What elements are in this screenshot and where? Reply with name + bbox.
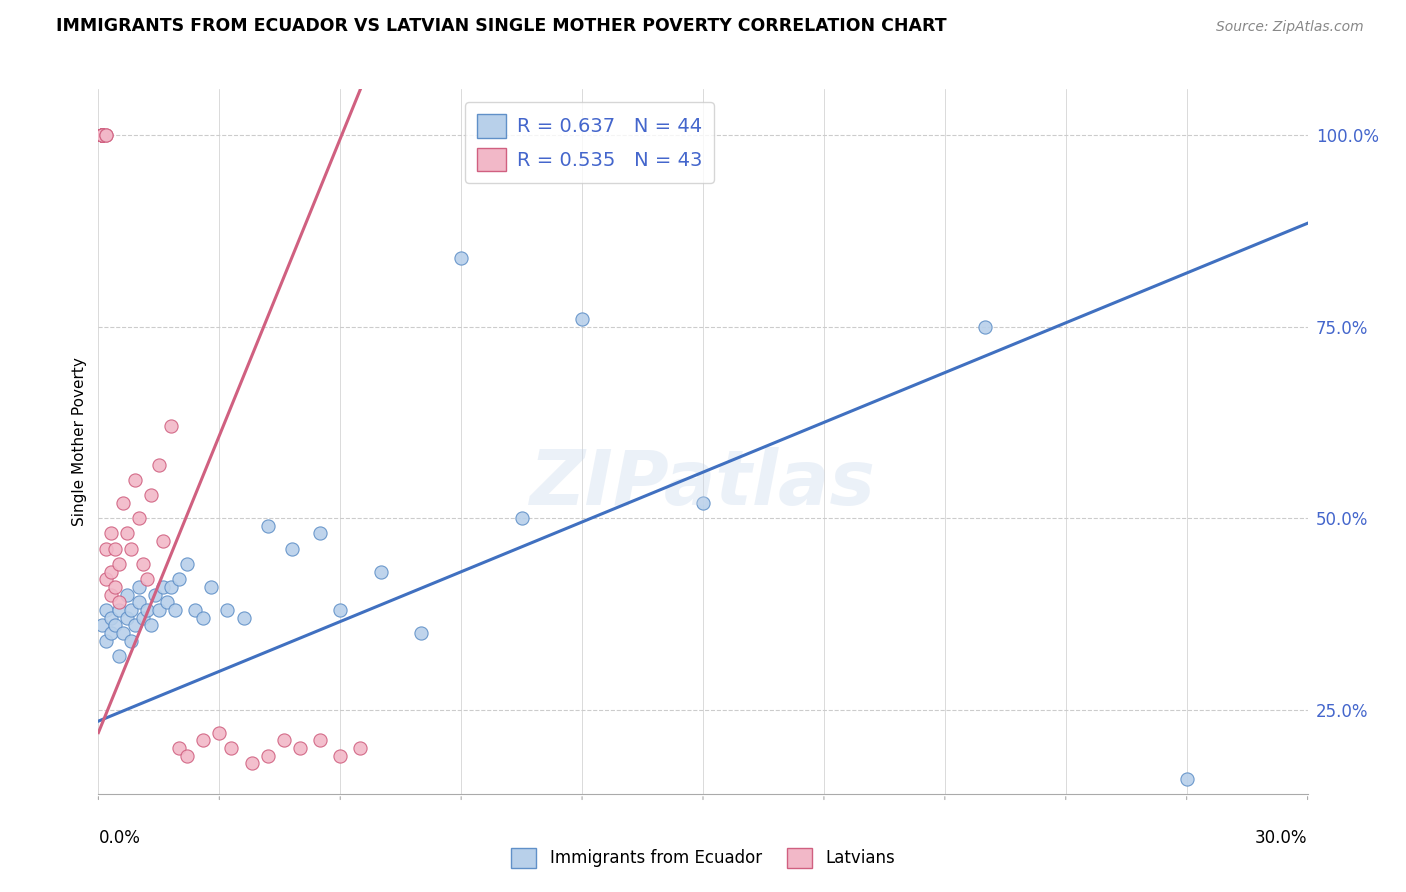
Point [96,573,118,587]
Point [91,128,114,143]
Point [256,748,278,763]
Point [91,128,114,143]
Point [115,526,138,541]
Point [111,626,134,640]
Point [128,580,150,594]
Point [91,128,114,143]
Point [132,611,155,625]
Point [240,756,263,771]
Point [1175,772,1198,786]
Point [96,541,118,556]
Point [100,526,122,541]
Legend: Immigrants from Ecuador, Latvians: Immigrants from Ecuador, Latvians [505,841,901,875]
Point [152,534,174,549]
Point [120,541,142,556]
Point [128,595,150,609]
Text: 30.0%: 30.0% [1256,830,1308,847]
Point [288,740,311,755]
Point [107,557,129,571]
Text: 0.0%: 0.0% [98,830,141,847]
Point [103,580,125,594]
Point [160,419,183,434]
Point [143,588,166,602]
Text: IMMIGRANTS FROM ECUADOR VS LATVIAN SINGLE MOTHER POVERTY CORRELATION CHART: IMMIGRANTS FROM ECUADOR VS LATVIAN SINGL… [56,17,946,35]
Point [256,518,278,533]
Point [329,748,352,763]
Point [100,565,122,579]
Point [107,648,129,663]
Point [273,733,295,747]
Point [100,611,122,625]
Point [124,618,146,632]
Point [176,748,198,763]
Y-axis label: Single Mother Poverty: Single Mother Poverty [72,357,87,526]
Point [91,128,114,143]
Point [692,496,714,510]
Point [91,128,114,143]
Point [100,588,122,602]
Point [128,511,150,525]
Point [96,633,118,648]
Point [91,618,114,632]
Point [103,618,125,632]
Point [208,725,231,739]
Point [115,611,138,625]
Point [96,128,118,143]
Point [281,541,304,556]
Point [176,557,198,571]
Point [167,573,190,587]
Point [91,128,114,143]
Point [96,128,118,143]
Point [510,511,533,525]
Point [221,740,243,755]
Point [148,603,170,617]
Point [329,603,352,617]
Point [193,611,215,625]
Point [135,573,157,587]
Point [107,595,129,609]
Point [309,526,332,541]
Point [91,128,114,143]
Point [232,611,254,625]
Point [91,128,114,143]
Point [120,603,142,617]
Text: ZIPatlas: ZIPatlas [530,447,876,521]
Point [349,740,371,755]
Point [184,603,207,617]
Point [163,603,186,617]
Point [193,733,215,747]
Point [148,458,170,472]
Point [124,473,146,487]
Legend: R = 0.637   N = 44, R = 0.535   N = 43: R = 0.637 N = 44, R = 0.535 N = 43 [465,103,714,183]
Point [974,319,997,334]
Text: Source: ZipAtlas.com: Source: ZipAtlas.com [1216,21,1364,34]
Point [103,541,125,556]
Point [96,603,118,617]
Point [571,312,593,326]
Point [135,603,157,617]
Point [450,251,472,265]
Point [156,595,179,609]
Point [160,580,183,594]
Point [409,626,432,640]
Point [139,618,162,632]
Point [100,626,122,640]
Point [217,603,239,617]
Point [139,488,162,502]
Point [370,565,392,579]
Point [91,128,114,143]
Point [111,496,134,510]
Point [167,740,190,755]
Point [115,588,138,602]
Point [132,557,155,571]
Point [107,603,129,617]
Point [309,733,332,747]
Point [152,580,174,594]
Point [120,633,142,648]
Point [200,580,222,594]
